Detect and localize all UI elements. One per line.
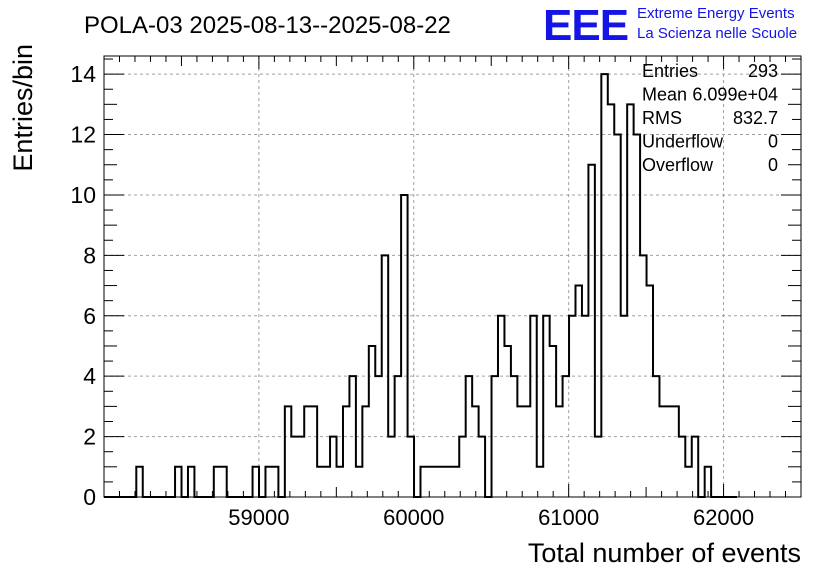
stats-label: Overflow xyxy=(642,155,714,175)
stats-label: RMS xyxy=(642,108,682,128)
y-tick-labels: 0 2 4 6 8 10 12 14 xyxy=(70,61,96,510)
stats-value: 6.099e+04 xyxy=(692,85,778,105)
x-tick-label: 61000 xyxy=(538,505,599,530)
plot-frame xyxy=(103,55,802,498)
x-tick-labels: 59000 60000 61000 62000 xyxy=(228,505,754,530)
logo-line-2: La Scienza nelle Scuole xyxy=(637,25,797,42)
y-tick-label: 2 xyxy=(83,424,96,450)
stats-box: Entries 293 Mean 6.099e+04 RMS 832.7 Underflow… xyxy=(642,61,778,175)
stats-label: Mean xyxy=(642,85,687,105)
y-tick-label: 4 xyxy=(83,363,96,389)
y-tick-label: 10 xyxy=(70,182,96,208)
stats-value: 832.7 xyxy=(733,108,778,128)
stats-value: 0 xyxy=(768,155,778,175)
y-tick-label: 6 xyxy=(83,303,96,329)
stats-value: 293 xyxy=(748,61,778,81)
x-axis-label: Total number of events xyxy=(528,538,801,568)
stats-label: Underflow xyxy=(642,132,724,152)
x-tick-label: 59000 xyxy=(228,505,289,530)
stats-label: Entries xyxy=(642,61,698,81)
y-tick-label: 12 xyxy=(70,122,96,148)
y-tick-label: 8 xyxy=(83,242,96,268)
y-tick-label: 0 xyxy=(83,484,96,510)
grid-lines xyxy=(104,56,801,497)
logo-line-1: Extreme Energy Events xyxy=(637,5,795,22)
chart-title: POLA-03 2025-08-13--2025-08-22 xyxy=(84,12,451,39)
axis-ticks xyxy=(104,56,801,498)
y-tick-label: 14 xyxy=(70,61,96,87)
x-tick-label: 62000 xyxy=(693,505,754,530)
y-axis-label: Entries/bin xyxy=(8,44,38,172)
x-tick-label: 60000 xyxy=(383,505,444,530)
eee-logo: EEE xyxy=(543,1,628,50)
stats-value: 0 xyxy=(768,132,778,152)
